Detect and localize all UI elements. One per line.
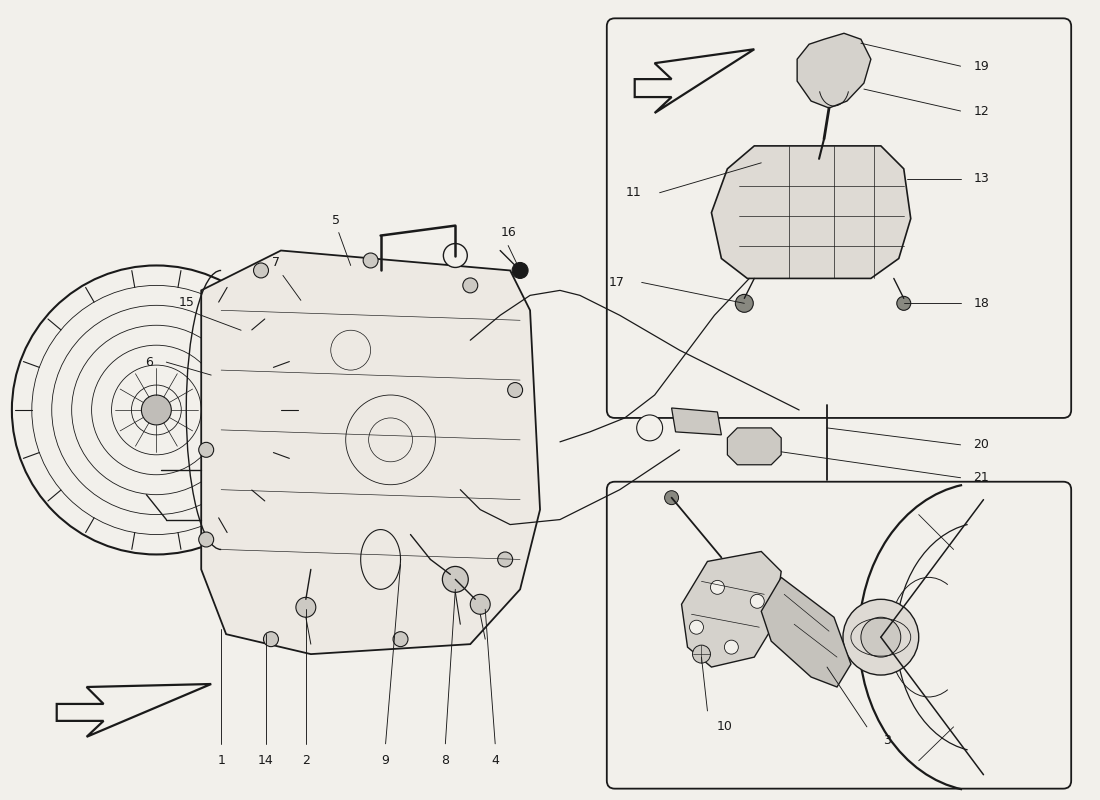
FancyBboxPatch shape — [607, 18, 1071, 418]
Circle shape — [693, 645, 711, 663]
Text: 1: 1 — [217, 754, 226, 767]
FancyBboxPatch shape — [607, 482, 1071, 789]
Circle shape — [443, 243, 468, 267]
Polygon shape — [682, 551, 781, 667]
Text: 11: 11 — [626, 186, 641, 199]
Circle shape — [664, 490, 679, 505]
Text: 6: 6 — [145, 356, 153, 369]
Circle shape — [199, 532, 213, 547]
Text: 12: 12 — [974, 105, 989, 118]
Circle shape — [393, 632, 408, 646]
Circle shape — [843, 599, 918, 675]
Circle shape — [442, 566, 469, 592]
Circle shape — [750, 594, 764, 608]
Circle shape — [363, 253, 378, 268]
Text: 18: 18 — [974, 297, 989, 310]
Polygon shape — [798, 34, 871, 108]
Text: 9: 9 — [382, 754, 389, 767]
Text: 13: 13 — [974, 172, 989, 186]
Circle shape — [637, 415, 662, 441]
Text: 17: 17 — [609, 276, 625, 289]
Text: 5: 5 — [332, 214, 340, 227]
Circle shape — [513, 262, 528, 278]
Circle shape — [736, 294, 754, 312]
Circle shape — [690, 620, 704, 634]
Polygon shape — [727, 428, 781, 465]
Polygon shape — [635, 50, 755, 113]
Circle shape — [142, 395, 172, 425]
Circle shape — [463, 278, 477, 293]
Polygon shape — [712, 146, 911, 278]
Text: 10: 10 — [716, 720, 733, 734]
Polygon shape — [201, 250, 540, 654]
Circle shape — [711, 580, 725, 594]
Circle shape — [296, 598, 316, 618]
Text: 16: 16 — [500, 226, 516, 239]
Text: 21: 21 — [974, 471, 989, 484]
Circle shape — [725, 640, 738, 654]
Text: 14: 14 — [258, 754, 274, 767]
Circle shape — [199, 442, 213, 458]
Circle shape — [253, 263, 268, 278]
Text: 19: 19 — [974, 60, 989, 73]
Circle shape — [507, 382, 522, 398]
Text: 2: 2 — [301, 754, 310, 767]
Circle shape — [861, 618, 901, 657]
Circle shape — [264, 632, 278, 646]
Polygon shape — [57, 684, 211, 737]
Circle shape — [471, 594, 491, 614]
Polygon shape — [672, 408, 722, 435]
Text: 15: 15 — [178, 296, 195, 309]
Circle shape — [497, 552, 513, 567]
Polygon shape — [761, 578, 851, 687]
Text: 3: 3 — [883, 734, 891, 747]
Text: 4: 4 — [492, 754, 499, 767]
Text: 20: 20 — [974, 438, 989, 451]
Circle shape — [896, 296, 911, 310]
Text: 8: 8 — [441, 754, 450, 767]
Text: 7: 7 — [272, 256, 280, 269]
